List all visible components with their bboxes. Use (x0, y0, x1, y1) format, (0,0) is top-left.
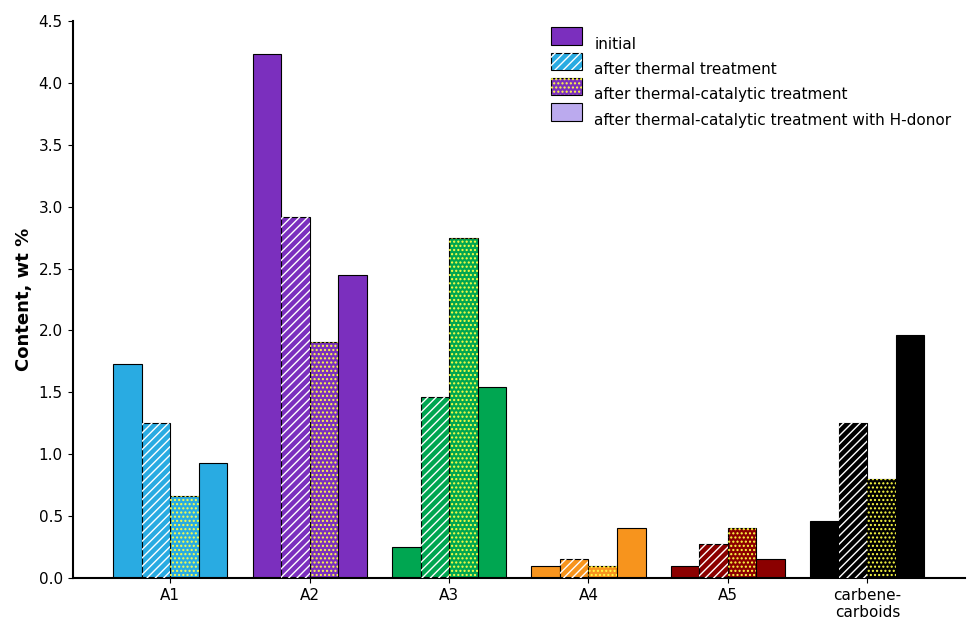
Bar (757, 559, 785, 578)
Bar (728, 528, 757, 578)
Bar (338, 275, 367, 578)
Bar (142, 423, 171, 578)
Bar (449, 237, 477, 578)
Bar (420, 398, 449, 578)
Bar (253, 55, 281, 578)
Bar (896, 335, 924, 578)
Bar (560, 559, 588, 578)
Bar (839, 423, 867, 578)
Bar (392, 547, 420, 578)
Bar (588, 566, 617, 578)
Bar (113, 364, 142, 578)
Bar (560, 559, 588, 578)
Bar (199, 463, 227, 578)
Bar (588, 566, 617, 578)
Bar (700, 544, 728, 578)
Bar (867, 479, 896, 578)
Bar (449, 237, 477, 578)
Bar (310, 342, 338, 578)
Bar (617, 528, 646, 578)
Bar (420, 398, 449, 578)
Bar (839, 423, 867, 578)
Bar (757, 559, 785, 578)
Bar (338, 275, 367, 578)
Bar (310, 342, 338, 578)
Legend: initial, after thermal treatment, after thermal-catalytic treatment, after therm: initial, after thermal treatment, after … (545, 29, 957, 135)
Bar (477, 387, 506, 578)
Bar (199, 463, 227, 578)
Bar (810, 521, 839, 578)
Bar (171, 496, 199, 578)
Bar (281, 217, 310, 578)
Bar (700, 544, 728, 578)
Bar (531, 566, 560, 578)
Bar (617, 528, 646, 578)
Bar (142, 423, 171, 578)
Bar (171, 496, 199, 578)
Y-axis label: Content, wt %: Content, wt % (15, 228, 33, 371)
Bar (671, 566, 700, 578)
Bar (896, 335, 924, 578)
Bar (281, 217, 310, 578)
Bar (867, 479, 896, 578)
Bar (477, 387, 506, 578)
Bar (728, 528, 757, 578)
